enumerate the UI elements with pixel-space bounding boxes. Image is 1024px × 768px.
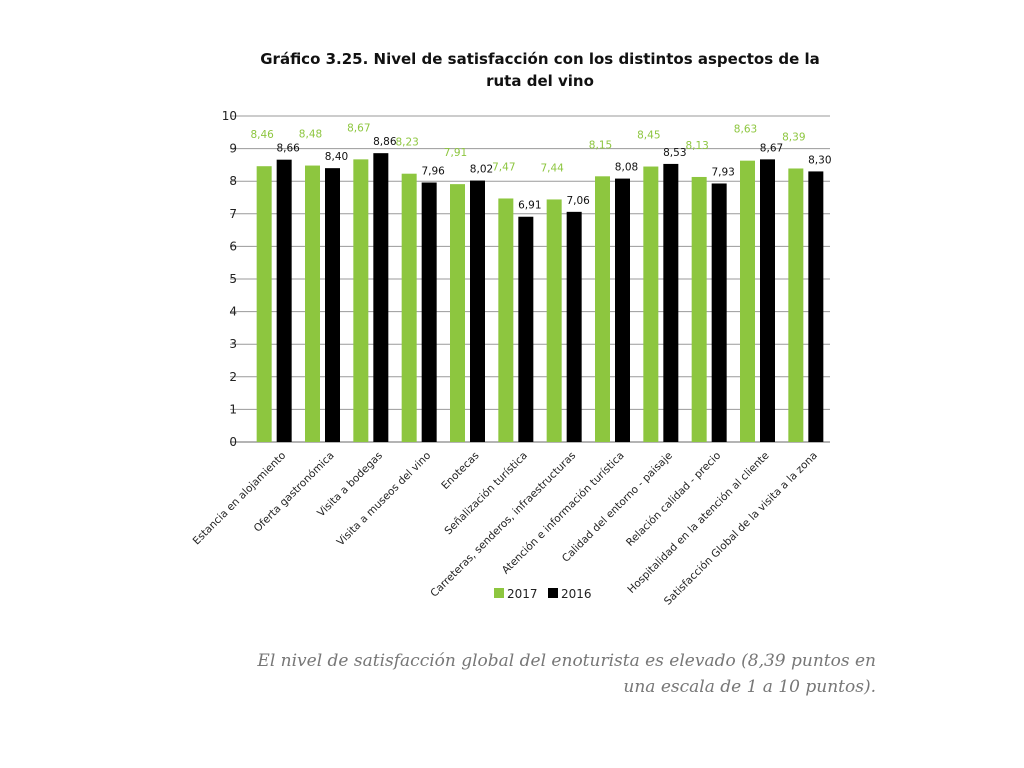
data-label-2016: 8,67 xyxy=(760,142,783,154)
data-label-2016: 8,40 xyxy=(325,151,348,163)
y-tick-label: 1 xyxy=(229,402,237,416)
y-tick-label: 2 xyxy=(229,370,237,384)
y-tick-label: 10 xyxy=(222,109,237,123)
y-tick-label: 9 xyxy=(229,142,237,156)
data-label-2017: 8,63 xyxy=(734,124,757,136)
bar-2017 xyxy=(691,176,707,442)
data-label-2017: 8,67 xyxy=(347,122,370,134)
bars xyxy=(256,153,824,443)
data-label-2016: 8,02 xyxy=(470,164,493,176)
data-label-2017: 8,13 xyxy=(685,140,708,152)
category-label: Visita a museos del vino xyxy=(335,450,434,549)
category-label: Estancia en alojamiento xyxy=(191,450,289,548)
bar-2016 xyxy=(421,182,437,442)
data-label-2017: 8,15 xyxy=(589,139,612,151)
legend-label-2017: 2017 xyxy=(507,587,538,601)
data-label-2016: 8,86 xyxy=(373,136,397,148)
y-axis-ticks: 0 1 2 3 4 5 6 7 8 9 10 xyxy=(222,109,237,449)
y-tick-label: 6 xyxy=(229,239,237,253)
data-label-2016: 7,96 xyxy=(421,166,445,178)
data-labels: 8,468,668,488,408,678,868,237,967,918,02… xyxy=(250,122,831,211)
bar-2016 xyxy=(518,216,534,442)
bar-2016 xyxy=(276,159,292,442)
data-label-2016: 7,06 xyxy=(566,195,590,207)
data-label-2016: 6,91 xyxy=(518,200,541,212)
legend-swatch-2016 xyxy=(548,588,558,598)
bar-2017 xyxy=(788,168,804,442)
y-tick-label: 3 xyxy=(229,337,237,351)
bar-2017 xyxy=(401,173,417,442)
chart-title: Gráfico 3.25. Nivel de satisfacción con … xyxy=(260,50,820,90)
data-label-2017: 7,91 xyxy=(444,147,467,159)
data-label-2016: 8,53 xyxy=(663,147,686,159)
data-label-2016: 8,30 xyxy=(808,154,831,166)
category-label: Señalización turística xyxy=(442,450,530,538)
legend: 2017 2016 xyxy=(494,587,592,601)
legend-label-2016: 2016 xyxy=(561,587,592,601)
bar-2016 xyxy=(760,159,775,442)
bar-2017 xyxy=(450,184,465,442)
bar-2017 xyxy=(498,198,514,442)
y-tick-label: 8 xyxy=(229,174,237,188)
category-label: Relación calidad - precio xyxy=(624,450,723,549)
legend-swatch-2017 xyxy=(494,588,504,598)
data-label-2017: 7,47 xyxy=(492,161,515,173)
bar-2016 xyxy=(663,163,679,442)
data-label-2017: 8,48 xyxy=(299,129,322,141)
bar-2016 xyxy=(808,171,824,443)
bar-2017 xyxy=(595,176,610,442)
data-label-2017: 8,46 xyxy=(250,129,274,141)
bar-2017 xyxy=(546,199,562,442)
data-label-2017: 8,23 xyxy=(395,137,418,149)
y-tick-label: 0 xyxy=(229,435,237,449)
bar-2017 xyxy=(643,166,659,442)
category-label: Enotecas xyxy=(439,450,481,492)
data-label-2016: 7,93 xyxy=(711,166,734,178)
bar-2016 xyxy=(470,180,485,442)
bar-2016 xyxy=(373,153,389,442)
bar-2017 xyxy=(740,160,755,443)
data-label-2016: 8,08 xyxy=(615,162,638,174)
bar-2016 xyxy=(615,178,630,443)
bar-2017 xyxy=(256,166,272,443)
bar-2017 xyxy=(353,159,369,442)
category-label: Oferta gastronómica xyxy=(252,450,337,535)
data-label-2017: 7,44 xyxy=(540,162,564,174)
y-tick-label: 7 xyxy=(229,207,237,221)
data-label-2016: 8,66 xyxy=(276,143,300,155)
y-tick-label: 4 xyxy=(229,305,237,319)
bar-2017 xyxy=(305,165,320,442)
bar-2016 xyxy=(711,183,727,442)
data-label-2017: 8,39 xyxy=(782,131,805,143)
data-label-2017: 8,45 xyxy=(637,130,660,142)
caption-text: El nivel de satisfacción global del enot… xyxy=(257,651,876,697)
bar-2016 xyxy=(325,168,340,442)
y-tick-label: 5 xyxy=(229,272,237,286)
bar-2016 xyxy=(566,211,582,442)
